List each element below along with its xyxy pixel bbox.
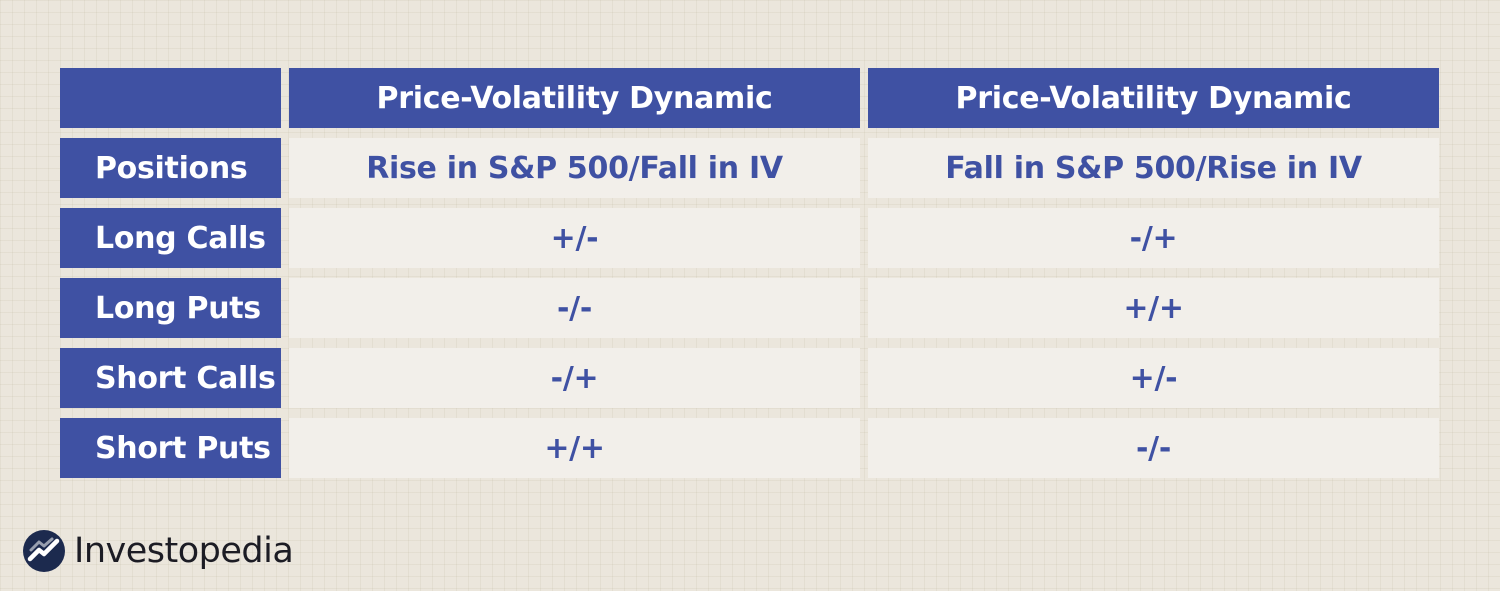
table-cell: +/-	[868, 348, 1439, 408]
sub-header-2: Fall in S&P 500/Rise in IV	[868, 138, 1439, 198]
row-label-short-calls: Short Calls	[60, 348, 281, 408]
row-label-positions: Positions	[60, 138, 281, 198]
price-volatility-table: Price-Volatility Dynamic Price-Volatilit…	[60, 68, 1439, 478]
table-cell: -/-	[289, 278, 860, 338]
column-header-1: Price-Volatility Dynamic	[289, 68, 860, 128]
table-cell: -/-	[868, 418, 1439, 478]
table-cell: -/+	[868, 208, 1439, 268]
row-label-short-puts: Short Puts	[60, 418, 281, 478]
investopedia-logo: Investopedia	[22, 527, 294, 575]
row-label-long-calls: Long Calls	[60, 208, 281, 268]
column-header-2: Price-Volatility Dynamic	[868, 68, 1439, 128]
table-cell: -/+	[289, 348, 860, 408]
row-label-long-puts: Long Puts	[60, 278, 281, 338]
table-cell: +/+	[868, 278, 1439, 338]
sub-header-1: Rise in S&P 500/Fall in IV	[289, 138, 860, 198]
table-cell: +/-	[289, 208, 860, 268]
investopedia-logo-icon	[23, 530, 65, 572]
table-cell: +/+	[289, 418, 860, 478]
table-corner-cell	[60, 68, 281, 128]
brand-name: Investopedia	[74, 531, 294, 571]
